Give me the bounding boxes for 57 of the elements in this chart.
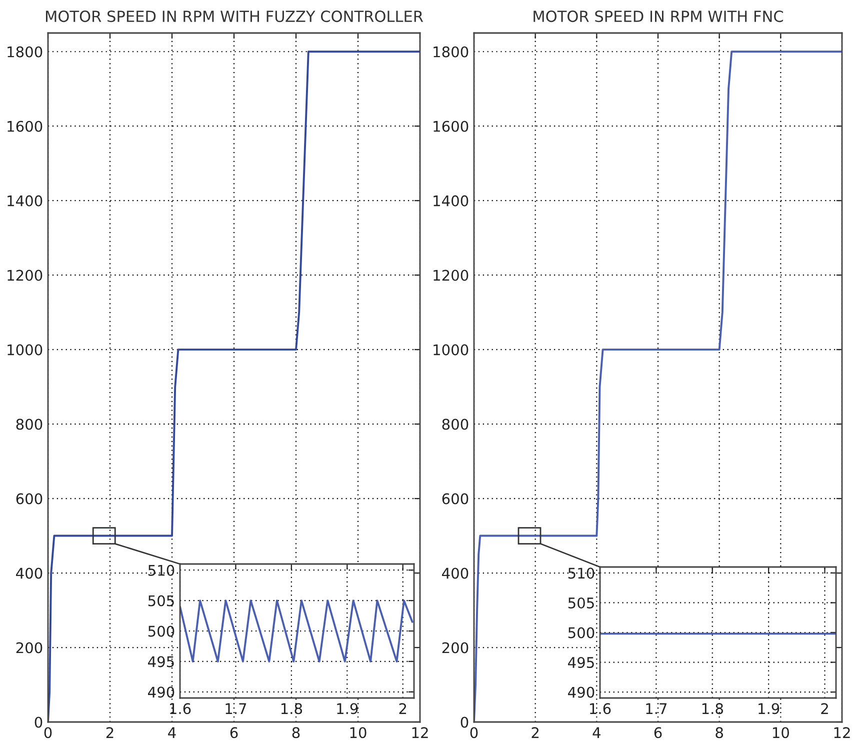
chart-title: MOTOR SPEED IN RPM WITH FUZZY CONTROLLER: [46, 10, 424, 22]
x-tick-label: 2: [532, 727, 539, 738]
y-tick-label: 1000: [8, 344, 42, 356]
y-tick-label: 1200: [434, 270, 468, 281]
x-tick-label: 2: [821, 703, 828, 714]
y-tick-label: 1800: [8, 46, 42, 58]
x-tick-label: 6: [230, 727, 238, 738]
y-tick-label: 400: [16, 568, 42, 579]
x-tick-label: 6: [654, 727, 662, 738]
y-tick-label: 1600: [434, 120, 468, 132]
y-tick-label: 600: [442, 493, 468, 504]
x-tick-label: 10: [350, 727, 366, 738]
line-series: [180, 600, 414, 662]
x-tick-label: 1.6: [170, 703, 191, 714]
y-tick-label: 0: [34, 716, 42, 728]
x-tick-label: 1.8: [702, 703, 723, 714]
y-tick-label: 200: [442, 642, 468, 654]
x-tick-label: 1.7: [226, 703, 246, 714]
y-tick-label: 510: [148, 564, 174, 576]
chart-title: MOTOR SPEED IN RPM WITH FNC: [534, 10, 784, 22]
y-tick-label: 500: [148, 626, 174, 637]
x-tick-label: 4: [168, 727, 176, 738]
y-tick-label: 1800: [434, 46, 468, 58]
y-tick-label: 1400: [434, 195, 468, 206]
y-tick-label: 0: [460, 716, 468, 728]
y-tick-label: 500: [568, 627, 594, 638]
y-tick-label: 495: [148, 656, 174, 668]
y-tick-label: 800: [442, 418, 468, 430]
x-tick-label: 0: [470, 727, 478, 738]
x-tick-label: 8: [716, 727, 723, 738]
y-tick-label: 505: [148, 595, 174, 606]
y-tick-label: 1000: [434, 344, 468, 356]
x-tick-label: 8: [292, 727, 300, 738]
x-tick-label: 1.8: [281, 703, 302, 714]
y-tick-label: 200: [16, 642, 42, 654]
y-tick-label: 495: [568, 656, 594, 668]
x-tick-label: 4: [592, 727, 600, 738]
x-tick-label: 2: [399, 703, 406, 714]
y-tick-label: 490: [148, 686, 174, 698]
y-tick-label: 1400: [8, 195, 42, 206]
x-tick-label: 1.6: [590, 703, 611, 714]
y-tick-label: 400: [442, 568, 468, 579]
x-tick-label: 1.7: [646, 703, 667, 714]
y-tick-label: 1200: [8, 270, 42, 281]
x-tick-label: 1.9: [337, 703, 358, 714]
x-tick-label: 12: [834, 727, 850, 738]
y-tick-label: 600: [16, 493, 42, 504]
y-tick-label: 800: [16, 418, 42, 430]
x-tick-label: 10: [772, 727, 789, 738]
x-tick-label: 0: [44, 727, 52, 738]
x-tick-label: 12: [412, 727, 428, 738]
y-tick-label: 510: [568, 568, 594, 579]
y-tick-label: 490: [568, 686, 594, 698]
y-tick-label: 505: [568, 597, 594, 608]
x-tick-label: 2: [106, 727, 114, 738]
y-tick-label: 1600: [8, 120, 42, 132]
x-tick-label: 1.9: [758, 703, 780, 714]
